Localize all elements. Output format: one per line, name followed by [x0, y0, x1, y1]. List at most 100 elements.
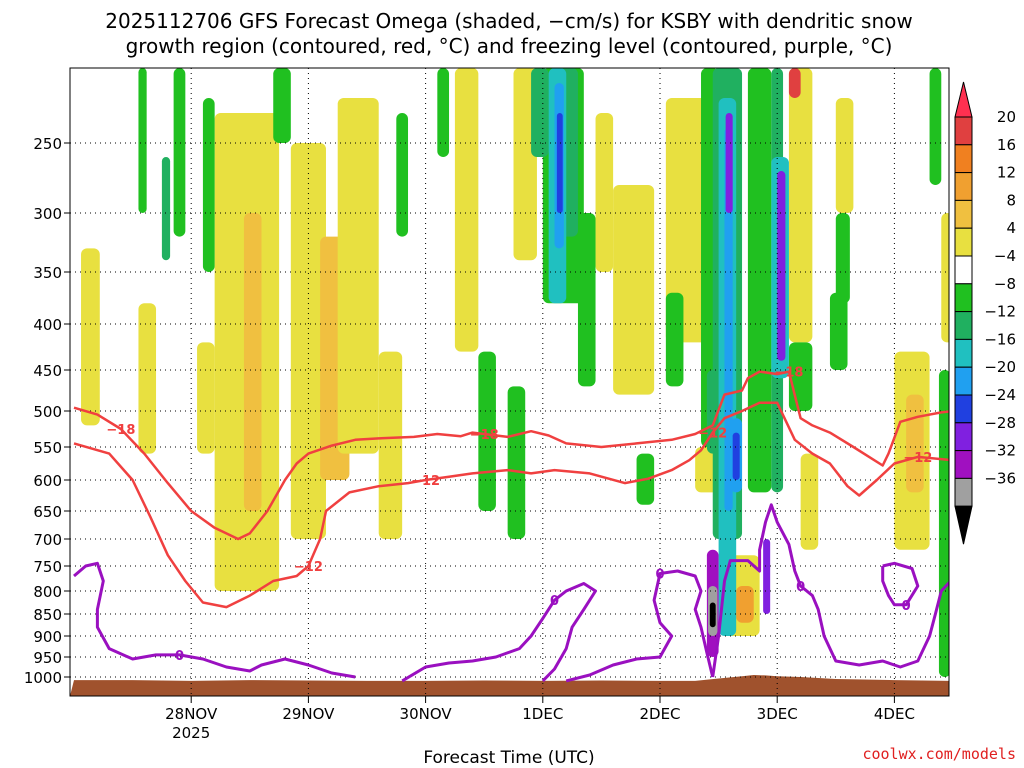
omega-region-neg4_8	[747, 68, 772, 493]
x-tick-label: 29NOV	[282, 705, 335, 723]
y-tick-label: 950	[33, 649, 62, 667]
omega-region-gt20	[788, 68, 801, 98]
y-tick-label: 350	[33, 264, 62, 282]
dgz-contour-minus12-label: −12	[903, 451, 932, 466]
omega-region-neg20_24	[732, 432, 740, 480]
colorbar-swatch	[954, 172, 973, 201]
y-tick-label: 250	[33, 135, 62, 153]
x-tick-sublabel: 2025	[172, 724, 210, 742]
chart-title-line2: growth region (contoured, red, °C) and f…	[126, 34, 893, 58]
freezing-level-contour-2-label: 0	[655, 568, 664, 583]
dgz-contour-minus12-label: −12	[411, 474, 440, 489]
omega-region-pos4_8	[613, 185, 655, 395]
colorbar-label: −12	[984, 303, 1016, 321]
colorbar-top-arrow	[954, 81, 973, 118]
y-tick-label: 750	[33, 558, 62, 576]
omega-region-neg4_8	[202, 98, 215, 272]
x-tick-label: 4DEC	[874, 705, 915, 723]
colorbar-label: −4	[994, 247, 1016, 265]
omega-region-neg4_8	[938, 370, 949, 677]
omega-region-lt36	[709, 602, 716, 628]
omega-region-neg24_28	[725, 113, 733, 213]
omega-region-neg4_8	[173, 68, 186, 237]
colorbar-label: 8	[1006, 191, 1016, 209]
colorbar-label: −16	[984, 330, 1016, 348]
freezing-level-contour-0-label: 0	[175, 649, 184, 664]
omega-region-pos12_16	[736, 586, 754, 623]
omega-region-neg4_8	[396, 113, 409, 237]
colorbar-label: −32	[984, 442, 1016, 460]
x-tick-label: 30NOV	[400, 705, 453, 723]
y-tick-label: 900	[33, 628, 62, 646]
colorbar-label: 12	[997, 164, 1016, 182]
dgz-contour-minus18-label: −18	[470, 428, 499, 443]
colorbar-label: −28	[984, 414, 1016, 432]
colorbar-swatch	[954, 199, 973, 229]
colorbar-swatch	[954, 450, 973, 479]
omega-region-pos4_8	[378, 351, 403, 539]
freezing-level-contour-4-label: 0	[902, 599, 911, 614]
colorbar-swatch	[954, 394, 973, 424]
omega-region-neg4_8	[437, 68, 450, 157]
omega-region-neg8_12	[531, 68, 549, 157]
y-tick-label: 650	[33, 503, 62, 521]
chart-title-line1: 2025112706 GFS Forecast Omega (shaded, −…	[105, 9, 913, 33]
freezing-level-contour-1	[401, 582, 597, 683]
freezing-level-contour-3	[711, 503, 949, 678]
omega-region-pos4_8	[138, 303, 157, 454]
colorbar-swatch	[954, 144, 973, 174]
omega-region-neg4_8	[273, 68, 291, 143]
colorbar-swatch	[954, 227, 973, 257]
colorbar-label: −8	[994, 275, 1016, 293]
omega-region-pos4_8	[290, 143, 326, 539]
colorbar-swatch	[954, 283, 973, 313]
omega-region-pos4_8	[835, 98, 854, 213]
terrain-fill	[70, 675, 949, 696]
colorbar-bottom-arrow	[954, 505, 973, 545]
colorbar-swatch	[954, 311, 973, 340]
y-tick-label: 600	[33, 472, 62, 490]
omega-region-neg4_8	[665, 292, 684, 387]
colorbar-swatch	[954, 116, 973, 146]
contour-layer: −18 −18 −18 −12 −12 −12 −12 0 0 0 0 0	[73, 366, 949, 683]
omega-region-pos8_12	[906, 394, 924, 493]
omega-region-pos4_8	[595, 113, 614, 272]
y-tick-label: 450	[33, 362, 62, 380]
dgz-contour-minus18-label: −18	[106, 423, 135, 438]
omega-region-pos4_8	[788, 68, 813, 343]
omega-region-pos4_8	[337, 98, 379, 454]
omega-region-neg20_24	[556, 113, 563, 213]
x-axis-label: Forecast Time (UTC)	[423, 748, 594, 768]
plot-frame	[69, 67, 950, 697]
omega-region-pos4_8	[197, 342, 215, 454]
colorbar-swatch	[954, 422, 973, 452]
y-tick-label: 300	[33, 205, 62, 223]
omega-region-pos4_8	[81, 248, 100, 426]
omega-region-neg4_8	[835, 213, 850, 304]
omega-region-pos4_8	[800, 453, 819, 550]
freezing-level-contour-3-label: 0	[796, 580, 805, 595]
freezing-level-contour-0	[73, 561, 356, 679]
omega-region-neg4_8	[577, 213, 596, 387]
colorbar-swatch	[954, 477, 973, 507]
omega-region-pos8_12	[243, 213, 262, 511]
y-tick-label: 1000	[24, 669, 62, 687]
colorbar-swatch	[954, 338, 973, 368]
freezing-level-contour-2	[565, 569, 715, 683]
omega-region-neg4_8	[507, 386, 526, 539]
colorbar-label: 16	[997, 136, 1016, 154]
y-tick-label: 800	[33, 583, 62, 601]
colorbar-swatch	[954, 255, 973, 285]
y-tick-label: 850	[33, 606, 62, 624]
dgz-contour-minus18	[73, 370, 949, 541]
colorbar-swatch	[954, 366, 973, 396]
colorbar-label: 20	[997, 108, 1016, 126]
y-tick-label: 400	[33, 316, 62, 334]
y-tick-label: 700	[33, 531, 62, 549]
colorbar-label: −24	[984, 386, 1016, 404]
credit-text[interactable]: coolwx.com/models	[862, 745, 1016, 763]
x-tick-label: 2DEC	[639, 705, 680, 723]
omega-region-neg4_8	[829, 292, 848, 370]
